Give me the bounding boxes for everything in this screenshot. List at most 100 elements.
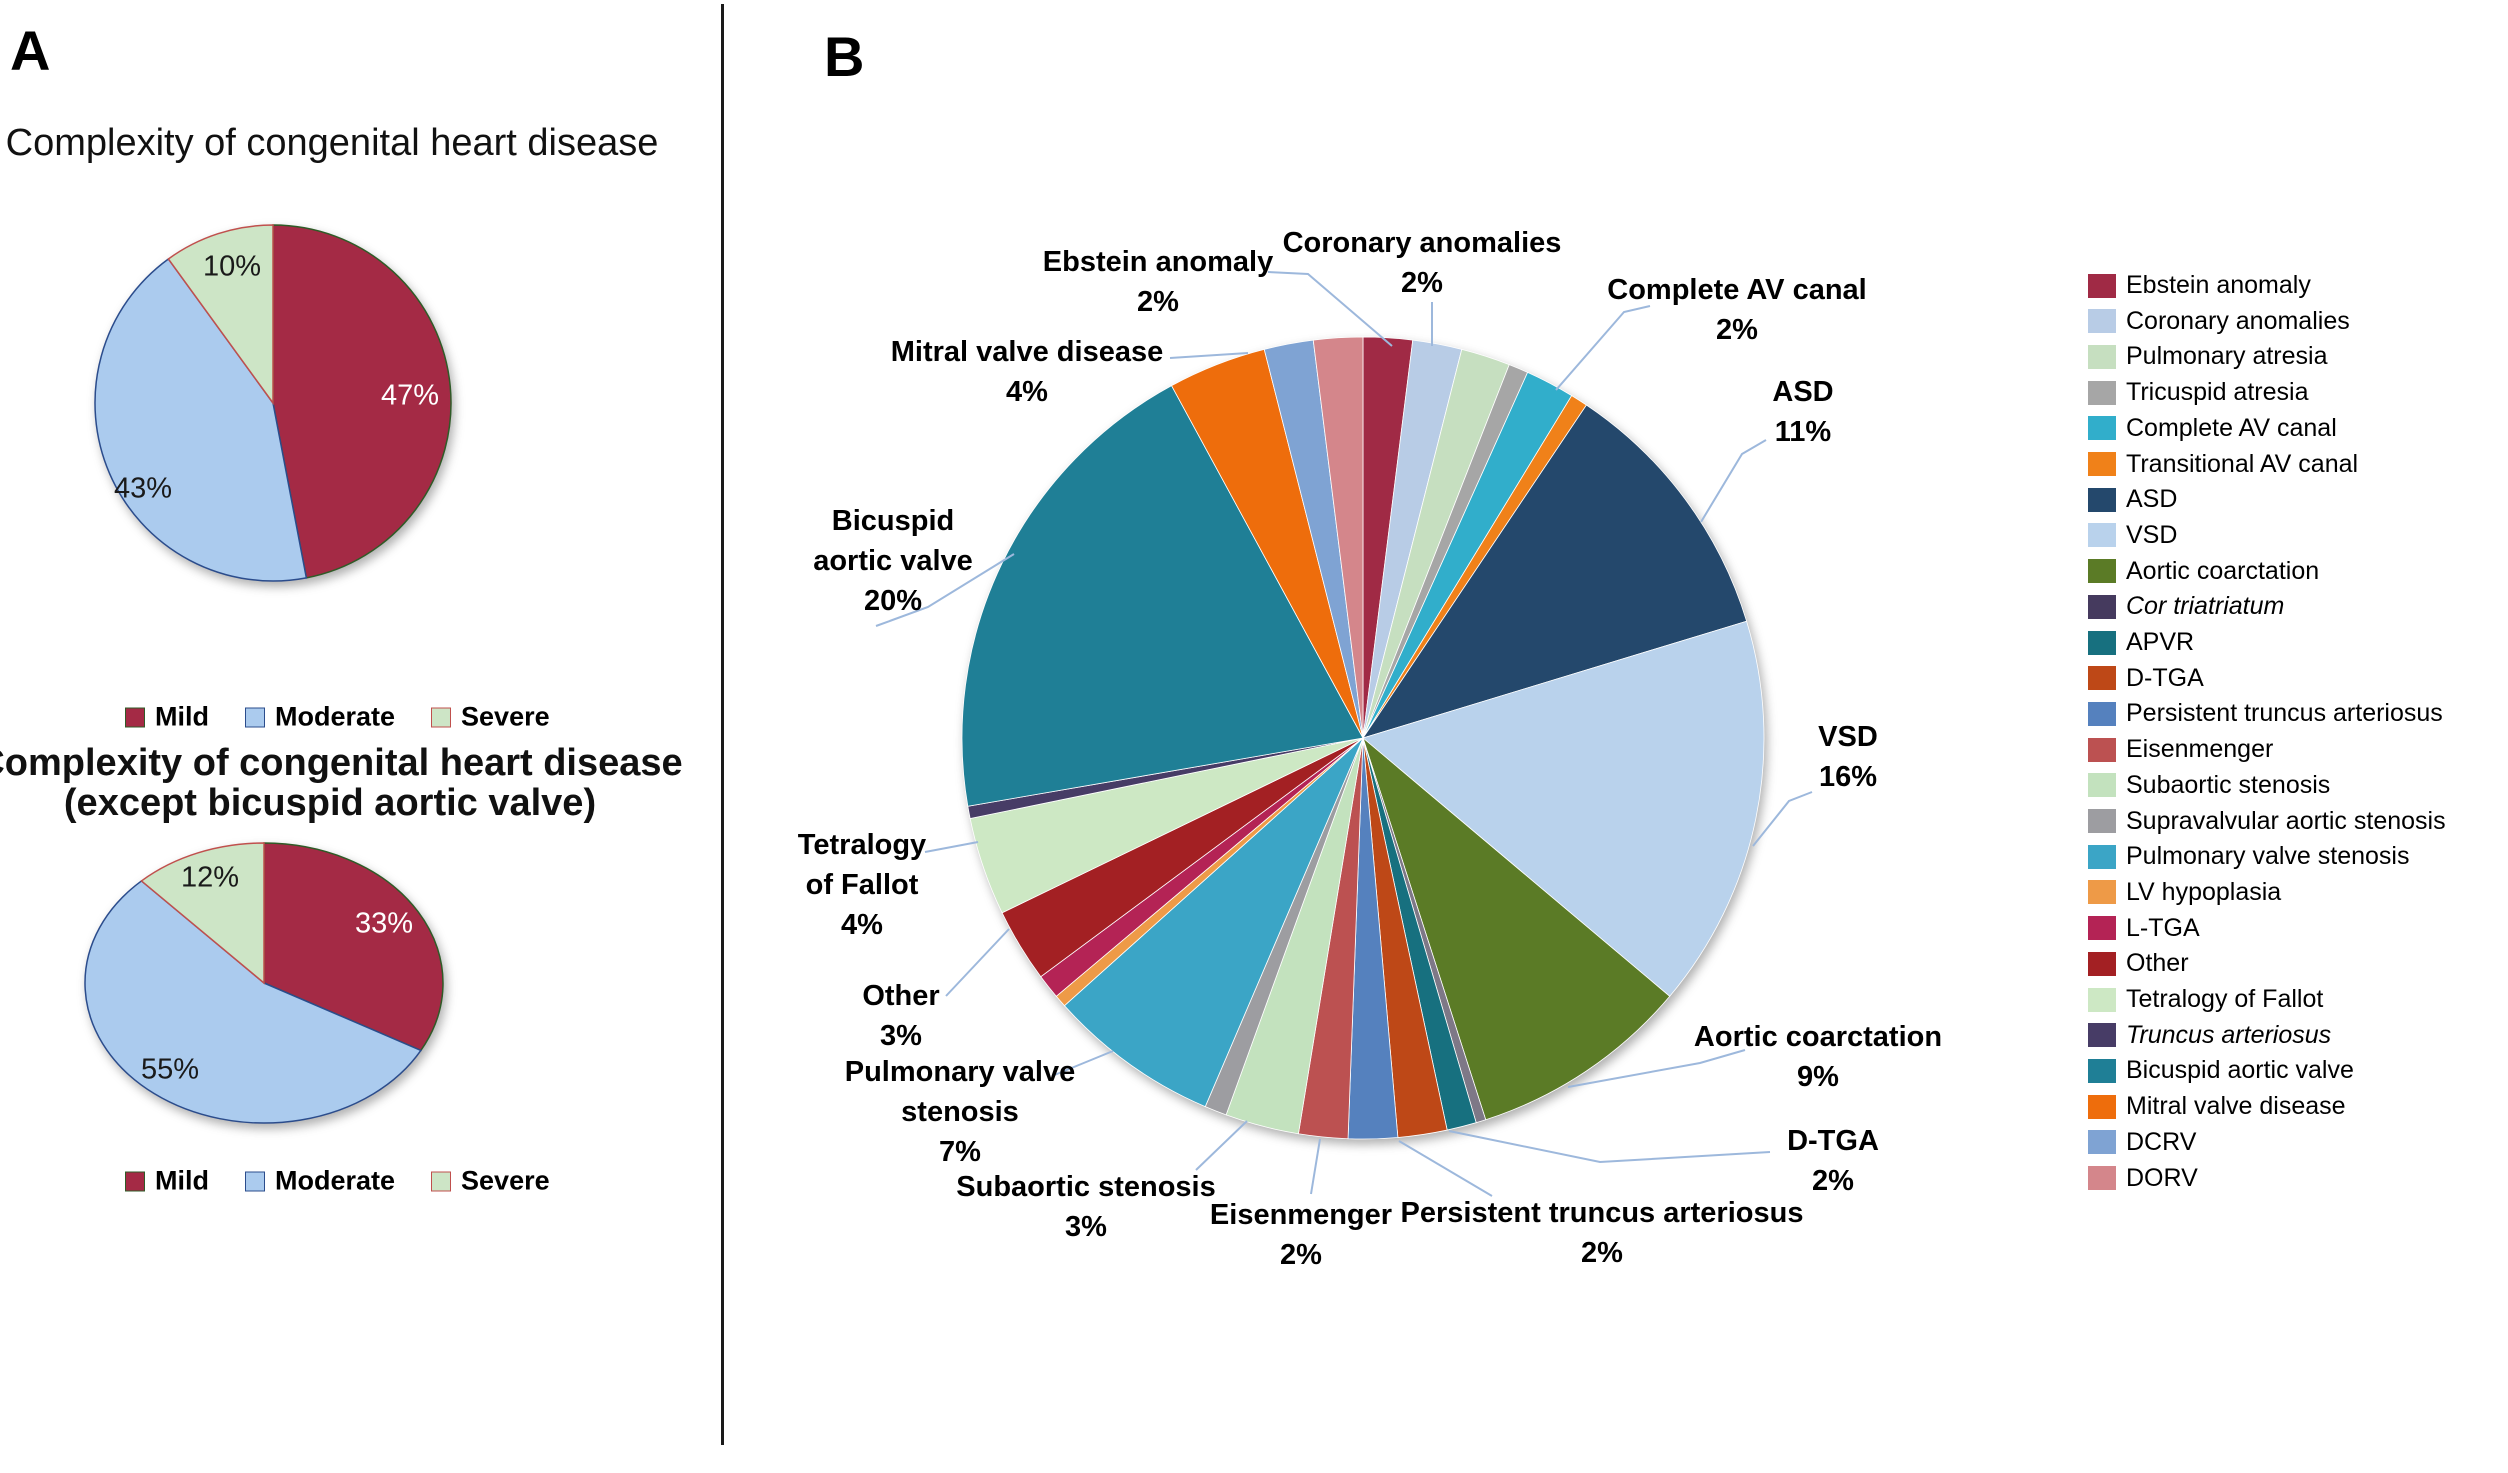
pie-slice-vsd xyxy=(1362,620,1765,997)
legend-row: Complete AV canal xyxy=(2088,414,2337,443)
legend-swatch-d-tga xyxy=(2088,666,2116,691)
legend-label-other: Other xyxy=(2126,949,2189,978)
pie-slice-moderate xyxy=(94,257,308,582)
legend-row: VSD xyxy=(2088,521,2177,550)
pie-slice-severe xyxy=(140,842,265,985)
callout-line: Eisenmenger xyxy=(1209,1199,1393,1231)
legend-label-moderate: Moderate xyxy=(275,701,396,732)
legend-label-vsd: VSD xyxy=(2126,520,2178,549)
legend-label-dorv: DORV xyxy=(2126,1163,2198,1192)
callout-line: VSD xyxy=(1818,721,1878,753)
legend-label-severe: Severe xyxy=(461,701,550,732)
callout-line: stenosis xyxy=(901,1096,1019,1128)
callout-coronary-anomalies: Coronary anomalies 2% xyxy=(1283,223,1562,303)
callout-line: 2% xyxy=(1812,1165,1854,1197)
leader-line xyxy=(1555,305,1651,391)
legend-swatch-severe xyxy=(431,707,452,727)
percent-label: 12% xyxy=(180,861,240,894)
callout-line: of Fallot xyxy=(805,869,919,901)
callout-line: Complete AV canal xyxy=(1607,274,1867,306)
legend-swatch-coronary-anomalies xyxy=(2088,309,2116,334)
legend-label-pulmonary-atresia: Pulmonary atresia xyxy=(2126,342,2328,371)
legend-row: Subaortic stenosis xyxy=(2088,771,2330,800)
legend-swatch-pulmonary-atresia xyxy=(2088,344,2116,369)
legend-swatch-bicuspid-aortic-valve xyxy=(2088,1058,2116,1083)
callout-line: Coronary anomalies xyxy=(1282,227,1562,259)
legend-label-transitional-av-canal: Transitional AV canal xyxy=(2126,449,2359,478)
callout-pulmonary-valve: Pulmonary valve stenosis 7% xyxy=(845,1052,1076,1172)
legend-label-complete-av-canal: Complete AV canal xyxy=(2126,413,2337,442)
callout-line: Other xyxy=(862,980,940,1012)
legend-swatch-dcrv xyxy=(2088,1130,2116,1155)
legend-row: DCRV xyxy=(2088,1128,2196,1157)
callout-line: aortic valve xyxy=(813,545,973,577)
callout-line: Subaortic stenosis xyxy=(956,1171,1216,1203)
legend-swatch-mild xyxy=(125,1171,145,1191)
legend-label-dcrv: DCRV xyxy=(2126,1127,2197,1156)
callout-line: 7% xyxy=(939,1136,981,1168)
callout-line: 11% xyxy=(1774,416,1832,448)
callout-line: 2% xyxy=(1716,314,1758,346)
legend-row: Pulmonary atresia xyxy=(2088,342,2327,371)
pie-slice-moderate xyxy=(84,879,423,1124)
callout-aortic-coarctation: Aortic coarctation 9% xyxy=(1694,1017,1942,1097)
callout-line: Aortic coarctation xyxy=(1693,1021,1943,1053)
legend-swatch-dorv xyxy=(2088,1166,2116,1190)
legend-row: Truncus arteriosus xyxy=(2088,1021,2331,1050)
legend-label-truncus-arteriosus: Truncus arteriosus xyxy=(2126,1020,2332,1049)
leader-line xyxy=(1169,352,1249,359)
legend-swatch-mild xyxy=(125,707,145,727)
legend-row: Eisenmenger xyxy=(2088,735,2273,764)
pie-slice-bicuspid-aortic-valve xyxy=(961,385,1364,807)
legend-label-supravalvular-aortic-stenosis: Supravalvular aortic stenosis xyxy=(2126,806,2446,835)
callout-d-tga: D-TGA 2% xyxy=(1787,1121,1879,1201)
callout-complete-av-canal: Complete AV canal 2% xyxy=(1607,270,1866,350)
legend-swatch-severe xyxy=(431,1171,452,1191)
leader-line xyxy=(1398,1140,1493,1197)
callout-ebstein-anomaly: Ebstein anomaly 2% xyxy=(1043,242,1273,322)
callout-persistent-truncus-arteriosus: Persistent truncus arteriosus 2% xyxy=(1401,1193,1804,1273)
callout-line: 2% xyxy=(1280,1239,1322,1271)
callout-other: Other 3% xyxy=(862,976,939,1056)
panel-b-label: B xyxy=(824,25,865,88)
callout-line: D-TGA xyxy=(1787,1125,1879,1157)
legend-label-aortic-coarctation: Aortic coarctation xyxy=(2126,556,2320,585)
legend-row: Coronary anomalies xyxy=(2088,307,2350,336)
legend-row: ASD xyxy=(2088,485,2177,514)
percent-label: 47% xyxy=(380,379,440,412)
legend-row: Ebstein anomaly xyxy=(2088,271,2311,300)
callout-line: 4% xyxy=(841,909,883,941)
legend-row: Tricuspid atresia xyxy=(2088,378,2308,407)
callout-line: Pulmonary valve xyxy=(844,1056,1076,1088)
callout-vsd: VSD 16% xyxy=(1818,717,1878,797)
legend-swatch-moderate xyxy=(245,1171,265,1191)
legend-row: Pulmonary valve stenosis xyxy=(2088,842,2409,871)
callout-line: 2% xyxy=(1137,286,1179,318)
leader-line xyxy=(1752,791,1813,847)
legend-row: DORV xyxy=(2088,1164,2198,1193)
callout-mitral-valve-disease: Mitral valve disease 4% xyxy=(891,332,1163,412)
legend-label-mild: Mild xyxy=(155,1165,209,1196)
chart-a1-title: Complexity of congenital heart disease xyxy=(5,122,659,164)
callout-bicuspid: Bicuspid aortic valve 20% xyxy=(813,501,973,621)
legend-swatch-moderate xyxy=(245,707,265,727)
pie-complexity-all xyxy=(94,224,452,582)
legend-row: Aortic coarctation xyxy=(2088,557,2319,586)
callout-line: 9% xyxy=(1797,1061,1839,1093)
legend-label-apvr: APVR xyxy=(2126,628,2195,656)
callout-line: Bicuspid xyxy=(831,505,955,537)
legend-swatch-persistent-truncus-arteriosus xyxy=(2088,701,2116,726)
percent-label: 55% xyxy=(140,1053,200,1086)
legend-label-tricuspid-atresia: Tricuspid atresia xyxy=(2126,378,2309,407)
legend-label-moderate: Moderate xyxy=(275,1165,396,1196)
panel-divider-line xyxy=(721,4,724,1445)
legend-swatch-tricuspid-atresia xyxy=(2088,380,2116,405)
legend-swatch-tetralogy-of-fallot xyxy=(2088,987,2116,1012)
leader-line xyxy=(1195,1120,1248,1171)
percent-label: 10% xyxy=(202,250,262,283)
pie-slice-aortic-coarctation xyxy=(1362,736,1671,1121)
leader-line xyxy=(1567,1049,1746,1088)
percent-label: 43% xyxy=(113,472,173,505)
